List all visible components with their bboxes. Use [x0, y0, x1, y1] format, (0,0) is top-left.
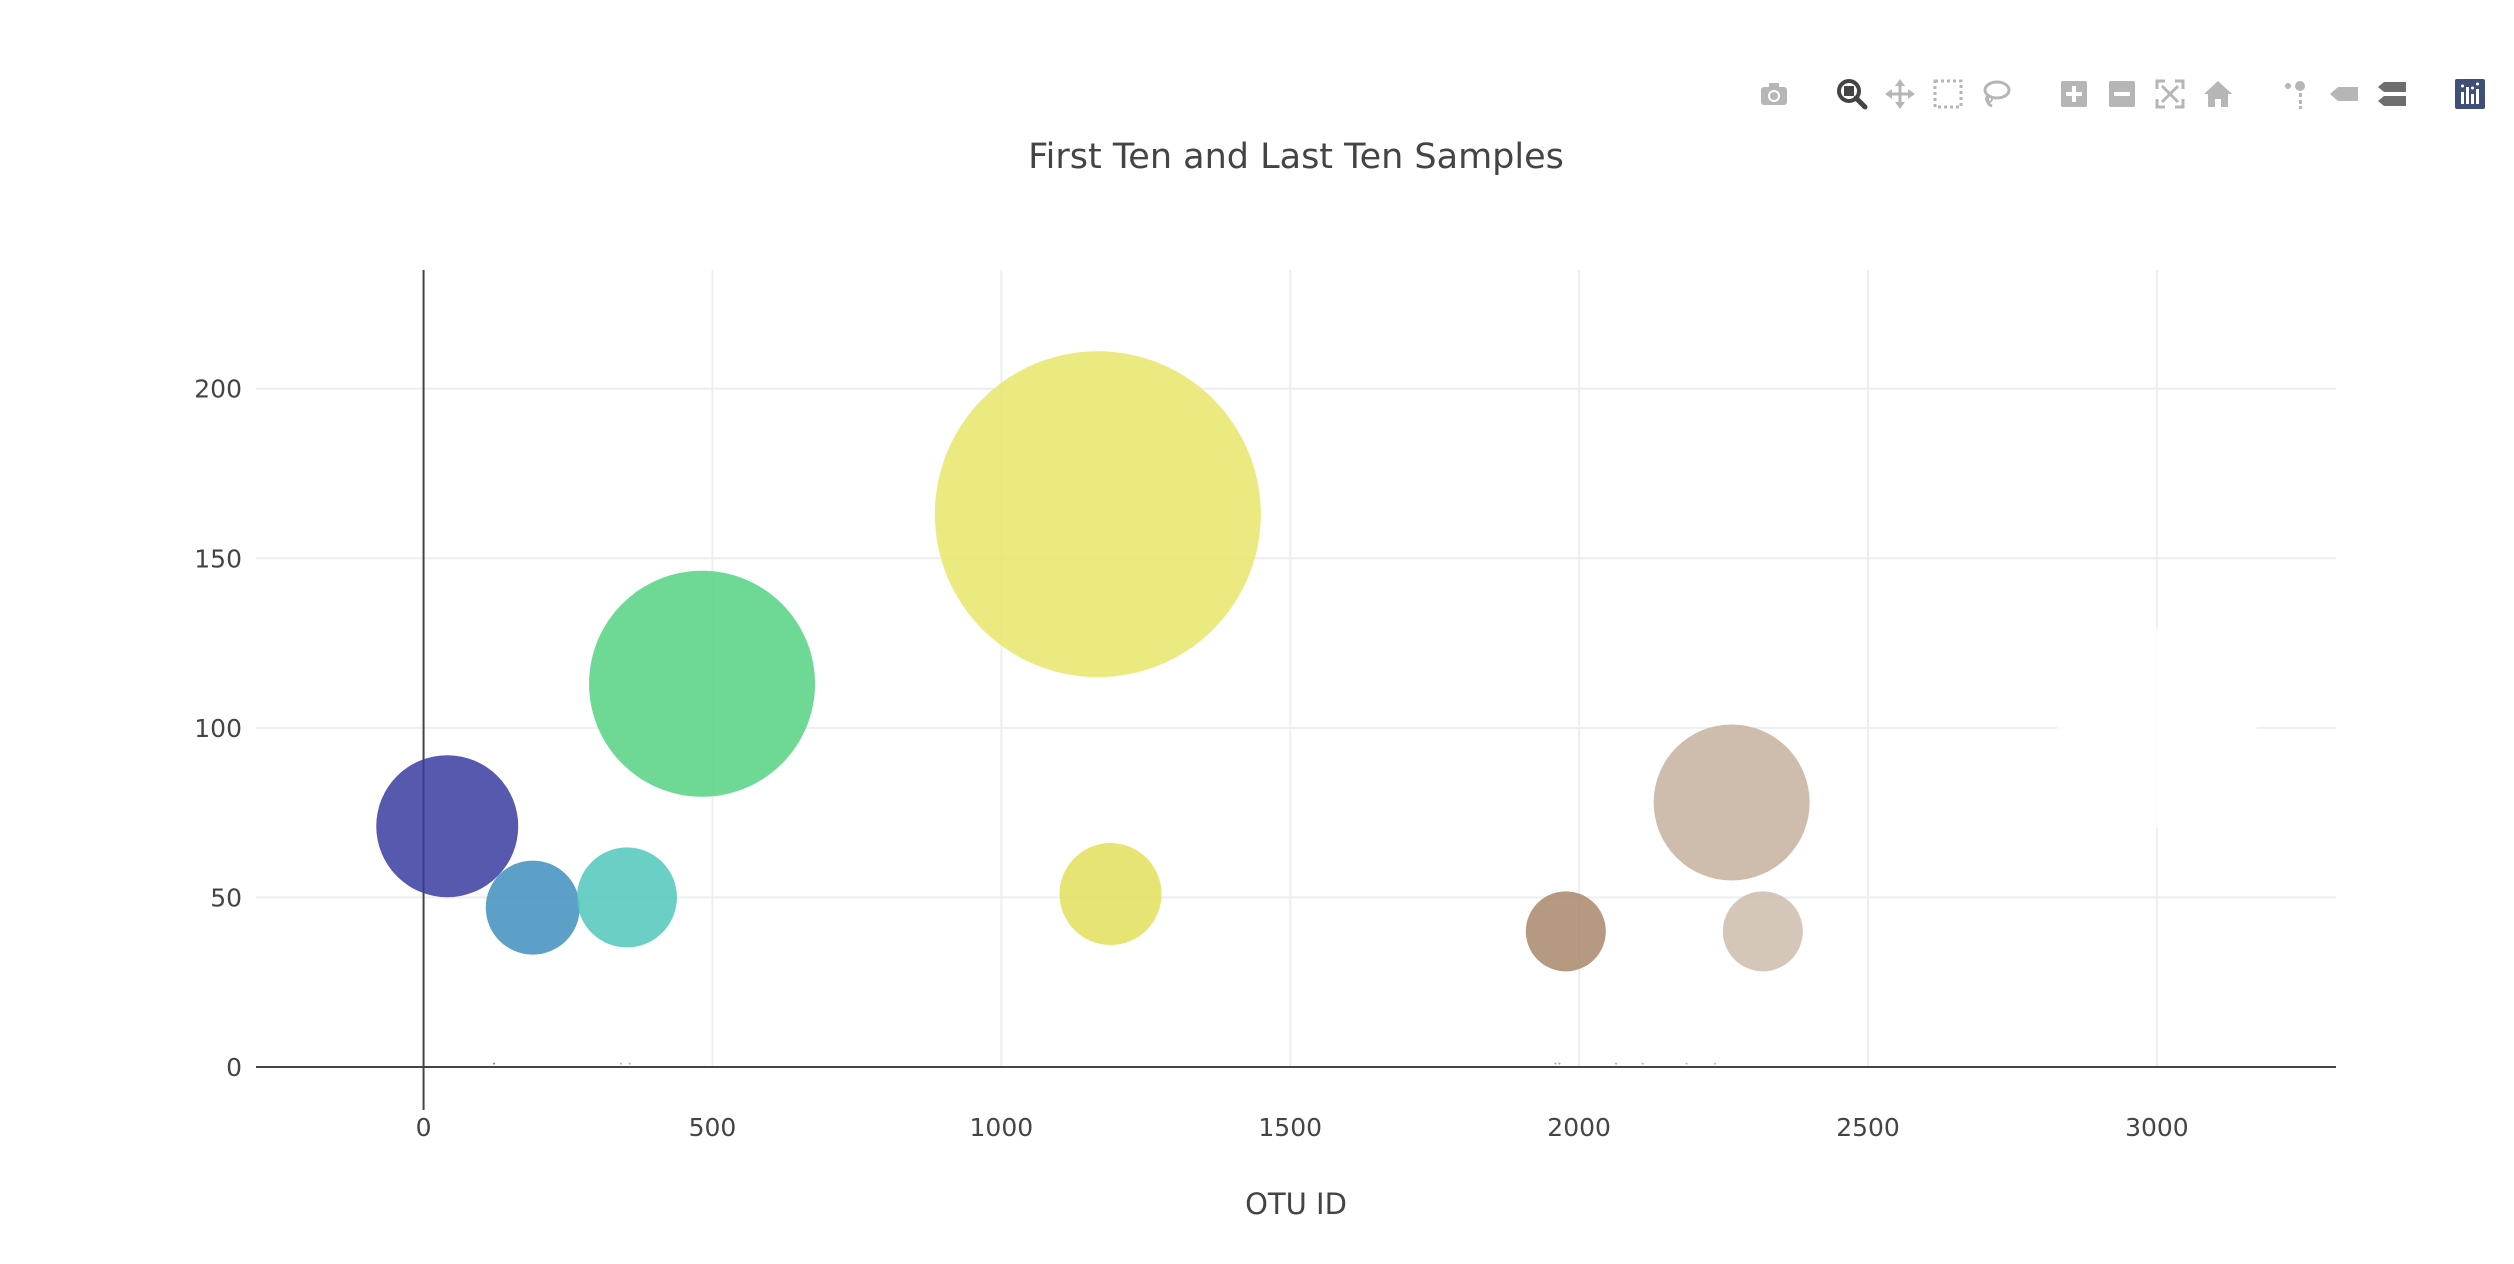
spike-lines-button[interactable] [2276, 74, 2316, 114]
modebar [1720, 74, 2494, 114]
bubble-point[interactable] [589, 570, 816, 797]
plotly-logo-button[interactable] [2450, 74, 2490, 114]
autoscale-button[interactable] [2150, 74, 2190, 114]
bubble-point[interactable] [1653, 724, 1810, 881]
bubble-point[interactable] [1525, 891, 1606, 972]
bubble-point[interactable] [934, 351, 1261, 678]
chart-title: First Ten and Last Ten Samples [1028, 137, 1564, 177]
y-tick-label: 200 [194, 375, 242, 404]
bubble-point[interactable] [1685, 1062, 1688, 1065]
bubble-point[interactable] [376, 755, 519, 898]
grid-lines [256, 270, 2336, 1067]
modebar-group-hover [2272, 74, 2416, 114]
bubble-point[interactable] [1558, 1062, 1561, 1065]
zoom-out-icon [2109, 81, 2135, 107]
zoom-out-button[interactable] [2102, 74, 2142, 114]
box-select-button[interactable] [1928, 74, 1968, 114]
x-tick-label: 3000 [2125, 1113, 2189, 1142]
zoom-button[interactable] [1832, 74, 1872, 114]
y-tick-label: 100 [194, 714, 242, 743]
spike-lines-icon [2285, 81, 2305, 109]
y-tick-label: 150 [194, 544, 242, 573]
x-tick-label: 1500 [1258, 1113, 1322, 1142]
y-tick-label: 50 [210, 883, 242, 912]
modebar-group-zoom [2050, 74, 2242, 114]
hover-compare-icon [2378, 82, 2406, 106]
hover-compare-button[interactable] [2372, 74, 2412, 114]
plotly-logo-icon [2455, 79, 2485, 109]
bubble-point[interactable] [620, 1062, 623, 1065]
pan-button[interactable] [1880, 74, 1920, 114]
hover-closest-icon [2330, 87, 2358, 101]
y-tick-label: 0 [226, 1053, 242, 1082]
y-tick-labels: 0 50 100 150 200 [194, 375, 242, 1082]
bubble-point[interactable] [1554, 1062, 1557, 1065]
x-axis-title: OTU ID [1245, 1187, 1347, 1221]
lasso-select-button[interactable] [1976, 74, 2016, 114]
x-tick-label: 1000 [970, 1113, 1034, 1142]
autoscale-icon [2155, 79, 2185, 109]
bubble-point[interactable] [493, 1062, 496, 1065]
zoom-in-button[interactable] [2054, 74, 2094, 114]
x-tick-label: 500 [689, 1113, 737, 1142]
reset-axes-button[interactable] [2198, 74, 2238, 114]
lasso-select-icon [1983, 80, 2011, 108]
pan-icon [1885, 79, 1915, 109]
zero-lines [256, 270, 2336, 1110]
x-tick-label: 2500 [1836, 1113, 1900, 1142]
hover-closest-button[interactable] [2324, 74, 2364, 114]
x-tick-label: 2000 [1547, 1113, 1611, 1142]
zoom-in-icon [2061, 81, 2087, 107]
bubble-point[interactable] [1059, 843, 1162, 946]
bubble-point[interactable] [485, 860, 580, 955]
box-select-icon [1933, 79, 1963, 109]
bubble-point[interactable] [576, 847, 677, 948]
bubble-point[interactable] [1722, 891, 1803, 972]
x-tick-labels: 0 500 1000 1500 2000 2500 3000 [416, 1113, 2189, 1142]
modebar-group-drag [1828, 74, 2020, 114]
camera-icon [1761, 83, 1787, 105]
modebar-group-export [1750, 74, 1798, 114]
bubble-points[interactable] [376, 351, 2257, 1065]
reset-axes-icon [2204, 81, 2232, 107]
zoom-icon [1837, 79, 1868, 110]
modebar-group-logo [2446, 74, 2494, 114]
camera-button[interactable] [1754, 74, 1794, 114]
bubble-point[interactable] [1615, 1062, 1618, 1065]
bubble-point[interactable] [628, 1062, 631, 1065]
bubble-point[interactable] [1713, 1062, 1716, 1065]
bubble-point[interactable] [2056, 627, 2257, 828]
x-tick-label: 0 [416, 1113, 432, 1142]
bubble-point[interactable] [1641, 1062, 1644, 1065]
